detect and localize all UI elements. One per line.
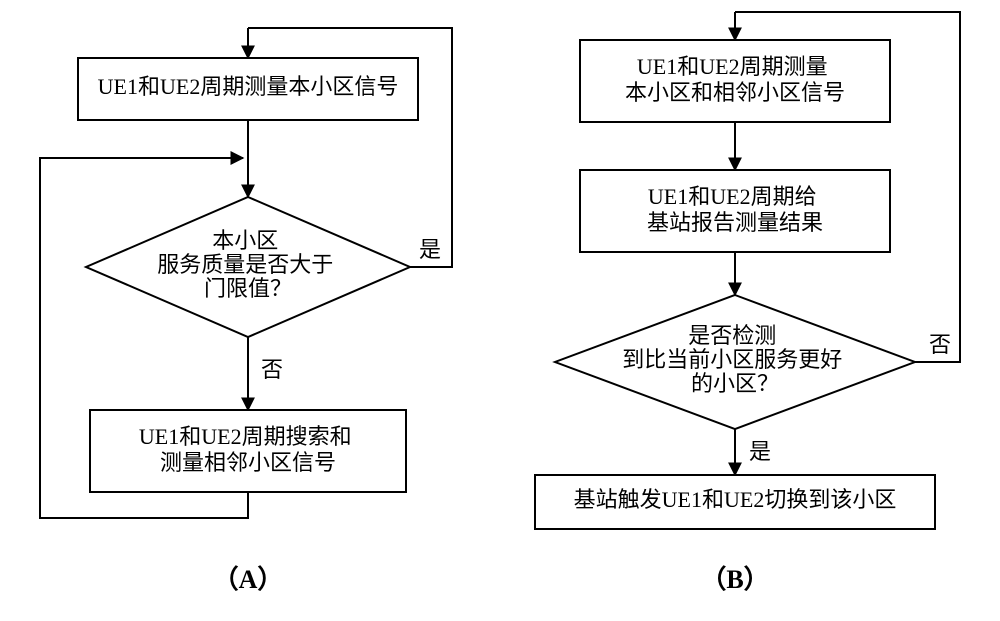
a-node2-line2: 门限值？ [204,276,292,301]
flowchart-a: UE1和UE2周期测量本小区信号 本小区 服务质量是否大于 门限值？ 是 否 U… [40,28,452,594]
b-node2-text: UE1和UE2周期给 基站报告测量结果 [647,184,823,235]
b-yes-label: 是 [749,439,771,464]
flowchart-b: UE1和UE2周期测量 本小区和相邻小区信号 UE1和UE2周期给 基站报告测量… [535,12,960,594]
a-node1-text: UE1和UE2周期测量本小区信号 [98,74,399,99]
b-node1-text: UE1和UE2周期测量 本小区和相邻小区信号 [625,54,845,105]
b-no-label: 否 [929,332,951,357]
a-node3-text: UE1和UE2周期搜索和 测量相邻小区信号 [139,424,357,475]
a-node2-line1: 服务质量是否大于 [157,252,333,277]
b-node1-line0: UE1和UE2周期测量 [637,54,828,79]
b-node4-text: 基站触发UE1和UE2切换到该小区 [574,487,897,512]
a-node2-line0: 本小区 [212,228,278,253]
b-node2-line1: 基站报告测量结果 [647,210,823,235]
caption-a: （A） [213,565,284,594]
b-node3-line0: 是否检测 [688,323,776,348]
b-node3-line2: 的小区？ [691,371,779,396]
a-yes-label: 是 [419,237,441,262]
b-node3-line1: 到比当前小区服务更好 [622,347,842,372]
a-node1-line0: UE1和UE2周期测量本小区信号 [98,74,399,99]
b-node2-line0: UE1和UE2周期给 [648,184,817,209]
caption-b: （B） [700,565,769,594]
a-node3-line1: 测量相邻小区信号 [160,450,336,475]
b-node1-line1: 本小区和相邻小区信号 [625,80,845,105]
a-no-label: 否 [261,357,283,382]
a-node3-line0: UE1和UE2周期搜索和 [139,424,352,449]
b-node4-line0: 基站触发UE1和UE2切换到该小区 [574,487,897,512]
